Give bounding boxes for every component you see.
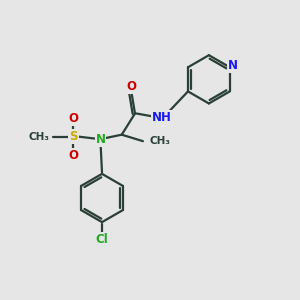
Text: S: S	[69, 130, 78, 143]
Text: CH₃: CH₃	[28, 132, 49, 142]
Text: O: O	[68, 148, 78, 161]
Text: O: O	[126, 80, 136, 94]
Text: NH: NH	[152, 111, 171, 124]
Text: O: O	[68, 112, 78, 125]
Text: N: N	[228, 59, 238, 72]
Text: CH₃: CH₃	[149, 136, 170, 146]
Text: N: N	[95, 133, 106, 146]
Text: Cl: Cl	[96, 233, 108, 246]
